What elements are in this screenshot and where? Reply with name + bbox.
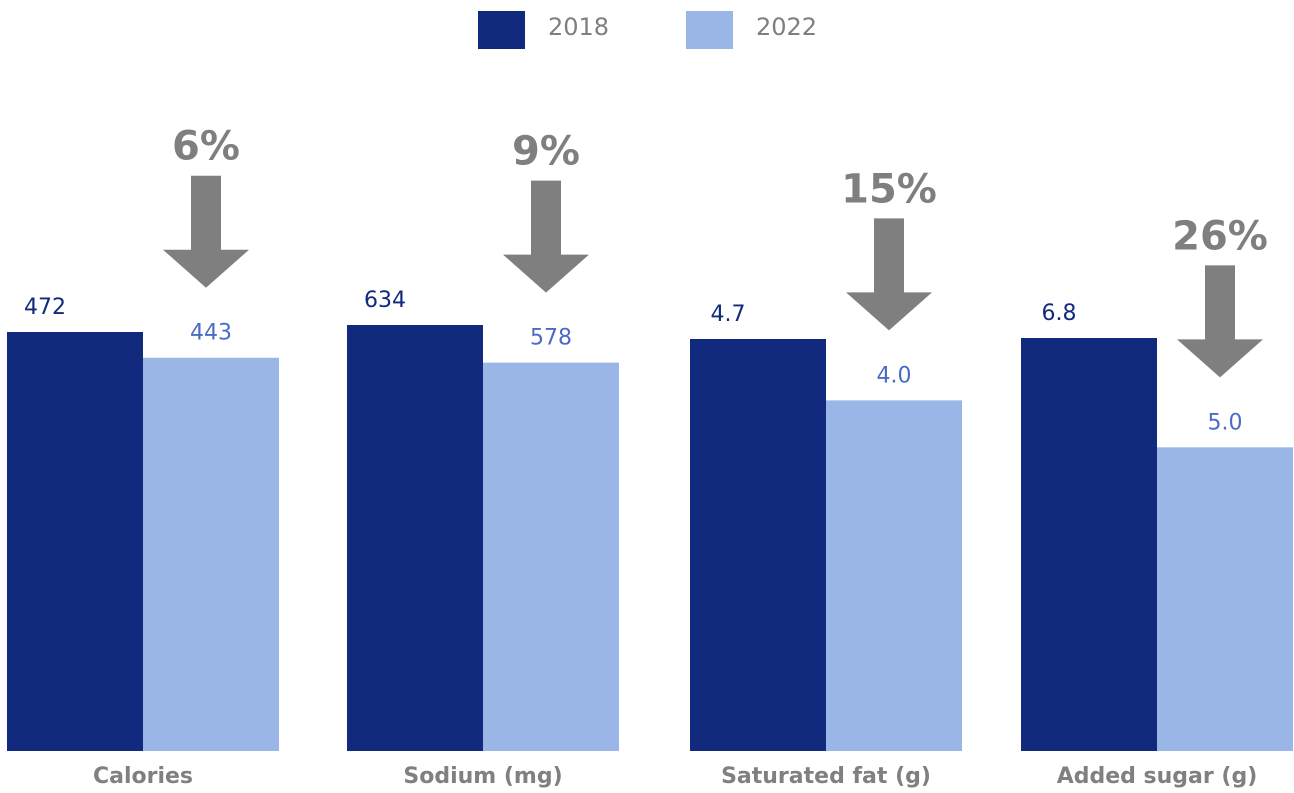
bar-2-2022 xyxy=(483,362,619,751)
data-label-1-2022: 443 xyxy=(190,321,232,346)
decrease-arrow-icon-4 xyxy=(1177,265,1263,378)
decrease-arrow-icon-2 xyxy=(503,180,589,293)
bar-2-2018 xyxy=(347,325,483,751)
data-label-4-2022: 5.0 xyxy=(1208,410,1243,435)
legend-label-2022: 2022 xyxy=(756,13,817,41)
legend: 2018 2022 xyxy=(478,11,817,49)
bar-1-2022 xyxy=(143,357,279,751)
legend-swatch-2022 xyxy=(686,11,733,49)
data-label-2-2018: 634 xyxy=(364,288,406,313)
category-label-1: Calories xyxy=(93,764,193,789)
category-label-3: Saturated fat (g) xyxy=(721,764,931,789)
decrease-percent-3: 15% xyxy=(841,166,937,212)
category-labels: Calories Sodium (mg) Saturated fat (g) Adde… xyxy=(93,764,1257,789)
bar-3-2022 xyxy=(826,400,962,751)
decrease-percent-1: 6% xyxy=(172,124,240,170)
data-label-3-2022: 4.0 xyxy=(877,363,912,388)
category-label-4: Added sugar (g) xyxy=(1057,764,1258,789)
bars: 472 443 634 578 4.7 4.0 6.8 5.0 xyxy=(7,288,1293,751)
legend-swatch-2018 xyxy=(478,11,525,49)
decrease-percent-2: 9% xyxy=(512,129,580,175)
bar-1-2018 xyxy=(7,332,143,751)
bar-4-2018 xyxy=(1021,338,1157,751)
legend-label-2018: 2018 xyxy=(548,13,609,41)
decrease-arrow-icon-1 xyxy=(163,175,249,288)
bar-3-2018 xyxy=(690,339,826,751)
data-label-2-2022: 578 xyxy=(530,326,572,351)
decrease-percent-4: 26% xyxy=(1172,213,1268,259)
data-label-3-2018: 4.7 xyxy=(711,302,746,327)
data-label-1-2018: 472 xyxy=(24,295,66,320)
decrease-arrow-icon-3 xyxy=(846,218,932,331)
bar-4-2022 xyxy=(1157,447,1293,751)
category-label-2: Sodium (mg) xyxy=(403,764,562,789)
annotations: 6% 9% 15% 26% xyxy=(163,124,1268,378)
data-label-4-2018: 6.8 xyxy=(1042,301,1077,326)
